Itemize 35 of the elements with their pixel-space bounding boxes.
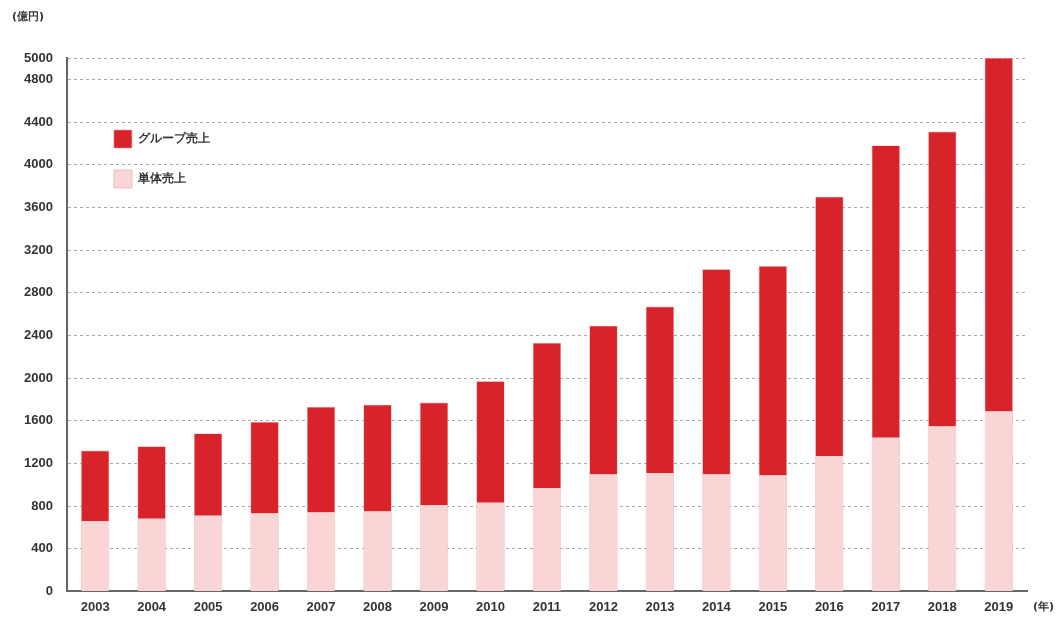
y-tick-label: 4000 bbox=[24, 156, 53, 172]
y-tick-label: 3600 bbox=[24, 198, 53, 214]
x-tick-label: 2010 bbox=[476, 598, 505, 614]
y-tick-label: 2400 bbox=[24, 326, 53, 342]
y-tick-label: 1600 bbox=[24, 412, 53, 428]
y-tick-label: 2800 bbox=[24, 284, 53, 300]
y-tick-label: 5000 bbox=[24, 49, 53, 65]
x-tick-label: 2008 bbox=[363, 598, 392, 614]
y-tick-label: 4400 bbox=[24, 113, 53, 129]
y-tick-label: 0 bbox=[45, 582, 53, 598]
legend-label: 単体売上 bbox=[136, 171, 186, 186]
x-tick-label: 2019 bbox=[984, 598, 1014, 614]
x-tick-label: 2012 bbox=[588, 598, 618, 614]
x-tick-label: 2003 bbox=[80, 598, 110, 614]
y-tick-label: 4800 bbox=[24, 70, 53, 86]
legend-label: グループ売上 bbox=[137, 131, 210, 146]
y-tick-label: 400 bbox=[31, 540, 53, 556]
x-tick-label: 2018 bbox=[927, 598, 957, 614]
x-tick-label: 2006 bbox=[250, 598, 280, 614]
y-tick-label: 2000 bbox=[24, 369, 53, 385]
x-tick-label: 2005 bbox=[193, 598, 223, 614]
y-tick-label: 3200 bbox=[24, 241, 53, 257]
y-tick-label: 1200 bbox=[24, 454, 53, 470]
x-tick-label: 2015 bbox=[758, 598, 788, 614]
y-axis-title: (億円) bbox=[12, 10, 45, 24]
x-tick-label: 2004 bbox=[137, 598, 167, 614]
x-axis-title: (年) bbox=[1033, 600, 1055, 614]
x-tick-label: 2009 bbox=[419, 598, 449, 614]
x-tick-label: 2013 bbox=[645, 598, 675, 614]
x-tick-label: 2011 bbox=[532, 598, 562, 614]
x-tick-label: 2017 bbox=[871, 598, 901, 614]
x-tick-label: 2016 bbox=[814, 598, 844, 614]
y-tick-label: 800 bbox=[31, 497, 53, 513]
x-tick-label: 2014 bbox=[701, 598, 732, 614]
x-tick-label: 2007 bbox=[306, 598, 336, 614]
